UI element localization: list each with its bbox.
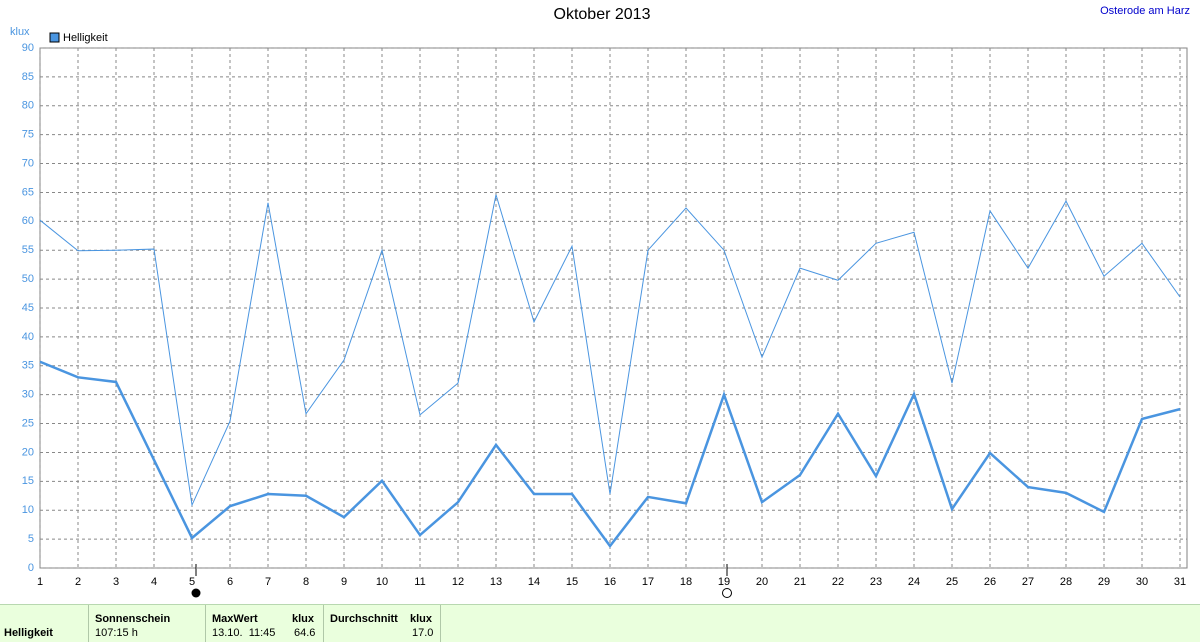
stats-cell: Helligkeit <box>0 605 89 642</box>
x-tick-label: 9 <box>341 576 347 588</box>
stats-header: Durchschnitt <box>330 613 398 625</box>
data-line <box>39 194 1181 507</box>
y-tick-label: 60 <box>22 215 34 227</box>
x-tick-label: 19 <box>718 576 730 588</box>
x-tick-label: 8 <box>303 576 309 588</box>
x-tick-label: 6 <box>227 576 233 588</box>
x-tick-label: 17 <box>642 576 654 588</box>
x-tick-label: 29 <box>1098 576 1110 588</box>
x-tick-label: 28 <box>1060 576 1072 588</box>
x-tick-label: 1 <box>37 576 43 588</box>
y-tick-label: 70 <box>22 157 34 169</box>
x-tick-label: 25 <box>946 576 958 588</box>
x-tick-label: 20 <box>756 576 768 588</box>
y-tick-label: 75 <box>22 129 34 141</box>
stats-time: 13.10. 11:45 <box>212 627 276 639</box>
y-tick-label: 10 <box>22 504 34 516</box>
stats-header: Sonnenschein <box>95 613 171 625</box>
legend-label: Helligkeit <box>63 32 108 44</box>
stats-value: 64.6 <box>294 627 316 639</box>
x-tick-label: 14 <box>528 576 540 588</box>
stats-cell: Sonnenschein 107:15 h <box>89 605 206 642</box>
stats-cell: MaxWert klux 13.10. 11:45 64.6 <box>206 605 324 642</box>
stats-header: MaxWert <box>212 613 258 625</box>
stats-unit: klux <box>410 613 433 625</box>
full-moon-icon <box>722 588 732 598</box>
x-tick-label: 3 <box>113 576 119 588</box>
y-tick-label: 30 <box>22 389 34 401</box>
y-tick-label: 25 <box>22 417 34 429</box>
stats-cell: Durchschnitt klux 17.0 <box>324 605 441 642</box>
data-line <box>39 360 1181 549</box>
y-tick-label: 85 <box>22 71 34 83</box>
location: Osterode am Harz <box>1100 5 1190 17</box>
y-tick-label: 0 <box>28 562 34 574</box>
x-tick-label: 2 <box>75 576 81 588</box>
x-tick-label: 13 <box>490 576 502 588</box>
y-tick-label: 80 <box>22 100 34 112</box>
stats-value: 107:15 h <box>95 627 138 639</box>
y-tick-label: 90 <box>22 42 34 54</box>
stats-footer: Helligkeit Sonnenschein 107:15 h MaxWert… <box>0 604 1200 642</box>
chart: Oktober 2013 Osterode am Harz klux Helli… <box>10 5 1190 598</box>
chart-title: Oktober 2013 <box>554 6 651 23</box>
legend-swatch <box>49 32 60 43</box>
x-tick-label: 5 <box>189 576 195 588</box>
x-tick-label: 23 <box>870 576 882 588</box>
y-axis-label: klux <box>10 26 30 38</box>
x-tick-label: 10 <box>376 576 388 588</box>
x-tick-label: 30 <box>1136 576 1148 588</box>
y-tick-label: 50 <box>22 273 34 285</box>
x-tick-label: 31 <box>1174 576 1186 588</box>
y-tick-label: 40 <box>22 331 34 343</box>
y-tick-label: 20 <box>22 446 34 458</box>
x-tick-label: 27 <box>1022 576 1034 588</box>
new-moon-icon <box>191 588 201 598</box>
y-tick-label: 35 <box>22 360 34 372</box>
x-tick-label: 16 <box>604 576 616 588</box>
y-tick-label: 55 <box>22 244 34 256</box>
y-tick-label: 5 <box>28 533 34 545</box>
x-tick-label: 11 <box>414 576 425 588</box>
x-tick-label: 15 <box>566 576 578 588</box>
stats-label: Helligkeit <box>4 627 53 639</box>
y-tick-label: 15 <box>22 475 34 487</box>
x-tick-label: 7 <box>265 576 271 588</box>
x-tick-label: 12 <box>452 576 464 588</box>
x-tick-label: 24 <box>908 576 920 588</box>
stats-value: 17.0 <box>412 627 434 639</box>
y-tick-label: 65 <box>22 186 34 198</box>
x-tick-label: 22 <box>832 576 844 588</box>
x-tick-label: 4 <box>151 576 157 588</box>
x-tick-label: 21 <box>794 576 806 588</box>
x-tick-label: 26 <box>984 576 996 588</box>
y-tick-label: 45 <box>22 302 34 314</box>
stats-unit: klux <box>292 613 315 625</box>
x-tick-label: 18 <box>680 576 692 588</box>
